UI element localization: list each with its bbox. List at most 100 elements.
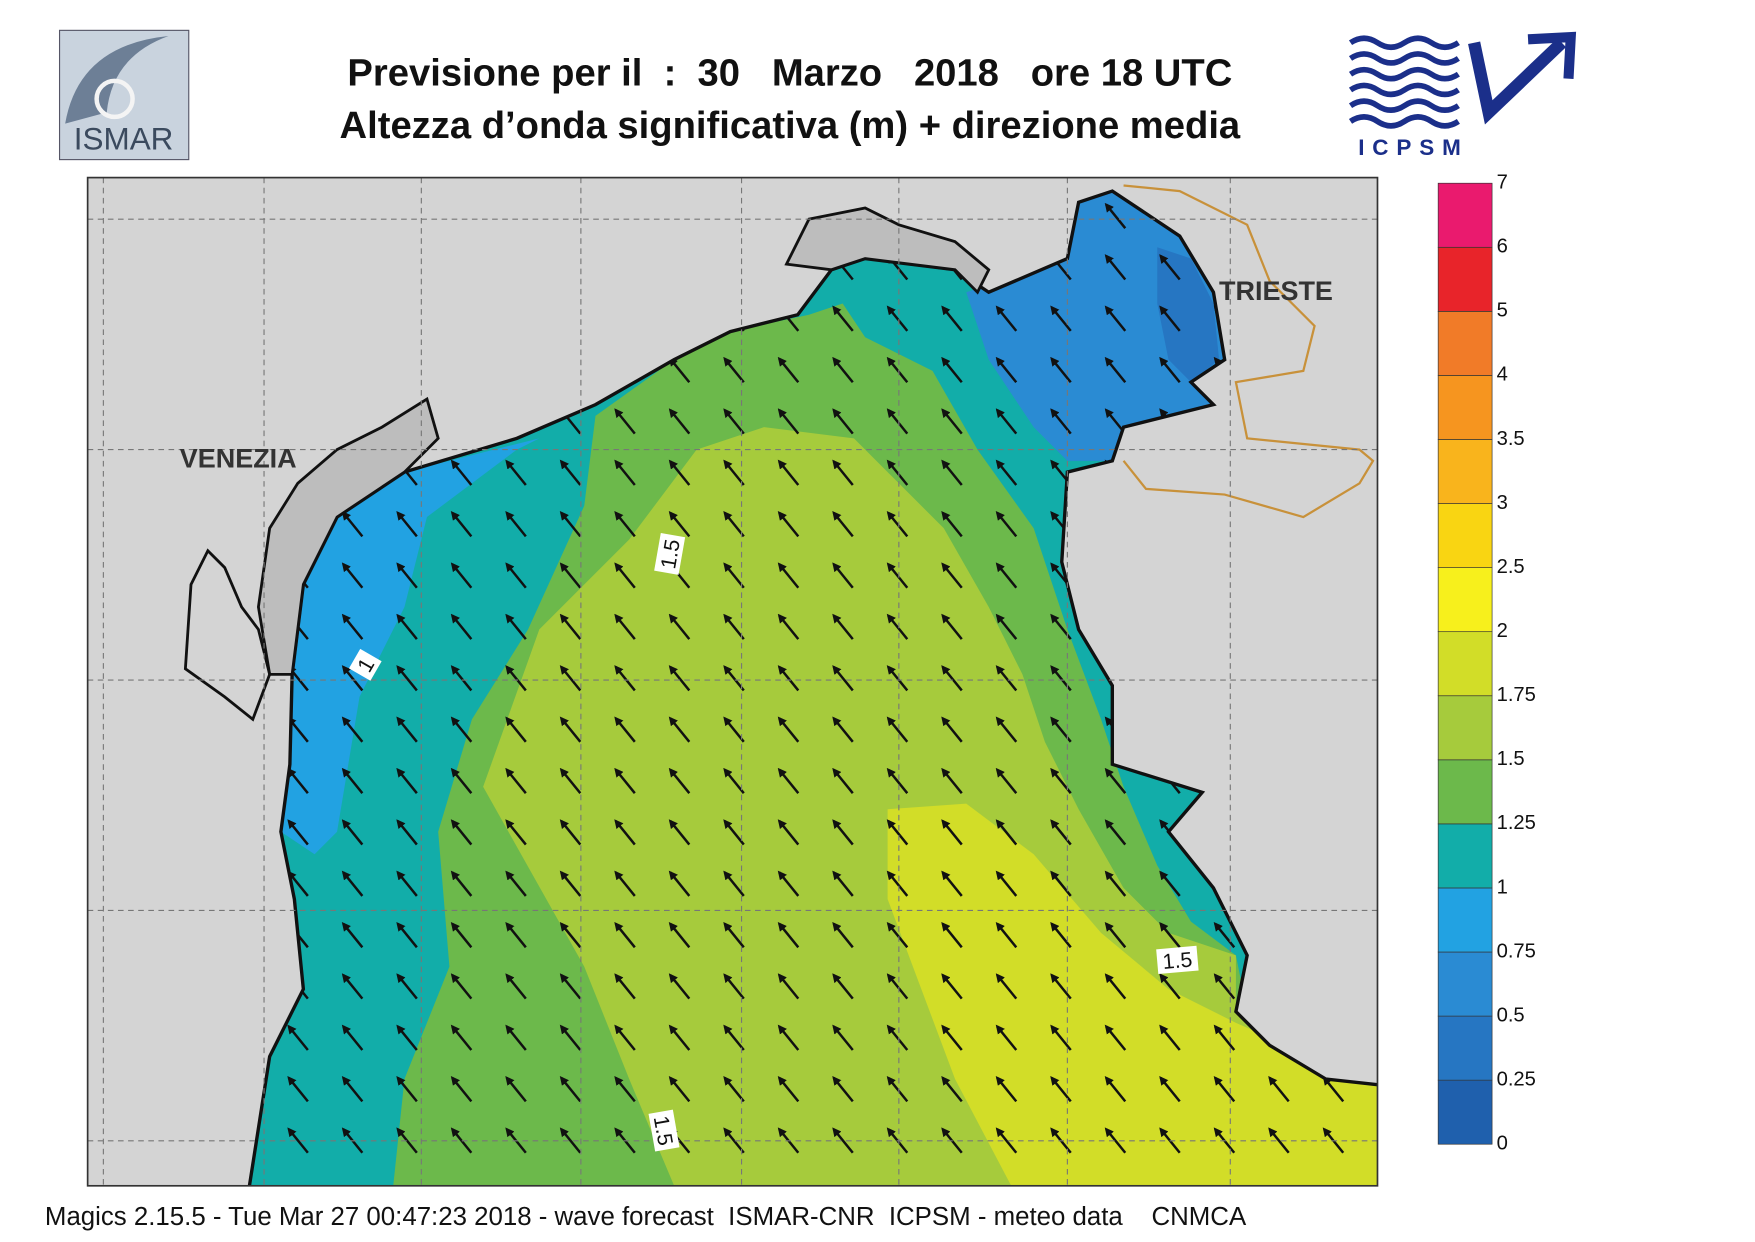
direction-arrow <box>1050 1076 1072 1103</box>
direction-arrow <box>886 870 909 897</box>
direction-arrow <box>505 870 527 897</box>
direction-arrow <box>1104 202 1127 229</box>
direction-arrow <box>1104 973 1127 1000</box>
direction-arrow <box>832 408 854 435</box>
direction-arrow <box>1159 973 1181 1000</box>
direction-arrow <box>1104 870 1127 897</box>
direction-arrow <box>559 613 582 640</box>
direction-arrow <box>559 921 582 949</box>
direction-arrow <box>450 459 473 486</box>
direction-arrow <box>832 870 854 897</box>
direction-arrow <box>614 1076 636 1103</box>
direction-arrow <box>777 511 800 538</box>
direction-arrow <box>450 562 473 589</box>
direction-arrow <box>287 819 309 846</box>
direction-arrow <box>1268 1127 1290 1154</box>
contour-text: 1.5 <box>656 537 685 570</box>
direction-arrow <box>1213 1024 1236 1051</box>
colorbar-label: 7 <box>1497 172 1508 194</box>
direction-arrow <box>668 408 691 435</box>
colorbar-label: 0.5 <box>1497 1004 1525 1026</box>
colorbar-label: 1.75 <box>1497 684 1536 706</box>
direction-arrow <box>559 562 582 589</box>
icpsm-logo: ICPSM <box>1348 31 1577 160</box>
direction-arrow <box>995 1024 1018 1051</box>
direction-arrow <box>995 1127 1018 1154</box>
direction-arrow <box>341 870 364 897</box>
colorbar-label: 3 <box>1497 492 1508 514</box>
direction-arrow <box>886 459 909 486</box>
direction-arrow <box>777 356 800 384</box>
direction-arrow <box>832 665 854 692</box>
direction-arrow <box>614 665 636 692</box>
colorbar-label: 5 <box>1497 300 1508 322</box>
direction-arrow <box>832 511 854 538</box>
direction-arrow <box>341 1076 364 1103</box>
direction-arrow <box>559 1127 582 1154</box>
contour-label: 1 <box>348 648 382 681</box>
direction-arrow <box>559 973 582 1000</box>
direction-arrow <box>777 459 800 486</box>
direction-arrow <box>1213 921 1236 949</box>
direction-arrow <box>832 1127 854 1154</box>
direction-arrow <box>941 1024 963 1051</box>
direction-arrow <box>450 511 473 538</box>
direction-arrow <box>941 665 963 692</box>
direction-arrow <box>941 562 963 589</box>
direction-arrow <box>941 921 963 949</box>
direction-arrow <box>559 1076 582 1103</box>
direction-arrow <box>723 613 745 640</box>
colorbar-band <box>1437 887 1493 953</box>
direction-arrow <box>559 511 582 538</box>
direction-arrow <box>723 870 745 897</box>
graticule <box>87 177 1378 1186</box>
direction-arrow <box>614 408 636 435</box>
direction-arrow <box>777 767 800 794</box>
direction-arrow <box>668 716 691 743</box>
colorbar-band <box>1437 1015 1493 1081</box>
direction-arrow <box>723 562 745 589</box>
direction-arrow <box>505 819 527 846</box>
direction-arrow <box>450 716 473 743</box>
direction-arrow <box>1050 1024 1072 1051</box>
direction-arrow <box>886 562 909 589</box>
direction-arrow <box>1104 305 1127 332</box>
direction-arrow <box>396 767 418 794</box>
direction-arrow <box>723 1076 745 1103</box>
direction-arrow <box>995 1076 1018 1103</box>
logo-text: ICPSM <box>1358 135 1468 160</box>
direction-arrow <box>723 716 745 743</box>
direction-arrow <box>1104 767 1127 794</box>
colorbar-band <box>1437 246 1493 312</box>
direction-arrow <box>505 459 527 486</box>
direction-arrow <box>723 921 745 949</box>
logo-text: ISMAR <box>74 121 174 156</box>
direction-arrow <box>1104 1127 1127 1154</box>
direction-arrow <box>723 1024 745 1051</box>
direction-arrow <box>832 562 854 589</box>
direction-arrow <box>505 1076 527 1103</box>
direction-arrow <box>450 1076 473 1103</box>
direction-arrow <box>668 1076 691 1103</box>
direction-arrow <box>396 1076 418 1103</box>
colorbar-band <box>1437 695 1493 761</box>
direction-arrow <box>941 511 963 538</box>
colorbar-band <box>1437 951 1493 1017</box>
direction-arrow <box>559 767 582 794</box>
direction-arrow <box>1104 1076 1127 1103</box>
direction-arrow <box>832 716 854 743</box>
colorbar-label: 4 <box>1497 364 1508 386</box>
direction-arrow <box>668 511 691 538</box>
direction-arrow <box>832 459 854 486</box>
direction-arrow <box>723 511 745 538</box>
direction-arrow <box>1050 305 1072 332</box>
direction-arrow <box>777 562 800 589</box>
direction-arrow <box>505 1024 527 1051</box>
direction-arrow <box>723 1127 745 1154</box>
direction-arrow <box>341 562 364 589</box>
direction-arrow <box>396 973 418 1000</box>
direction-arrow <box>1213 973 1236 1000</box>
venice-lagoon <box>256 396 440 676</box>
colorbar-band <box>1437 631 1493 697</box>
direction-arrow <box>832 819 854 846</box>
